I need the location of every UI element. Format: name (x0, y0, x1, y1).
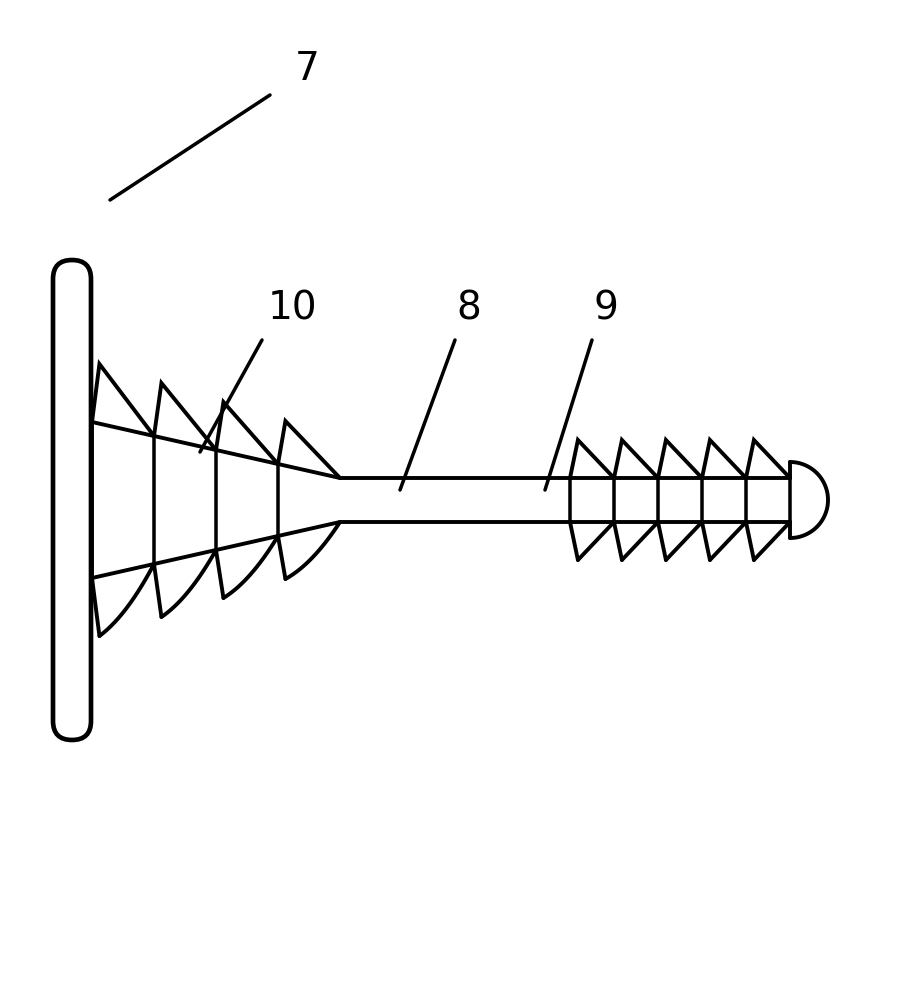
Text: 8: 8 (456, 290, 480, 328)
Text: 9: 9 (594, 290, 619, 328)
Text: 10: 10 (268, 290, 318, 328)
FancyBboxPatch shape (53, 260, 91, 740)
Text: 7: 7 (295, 50, 320, 88)
